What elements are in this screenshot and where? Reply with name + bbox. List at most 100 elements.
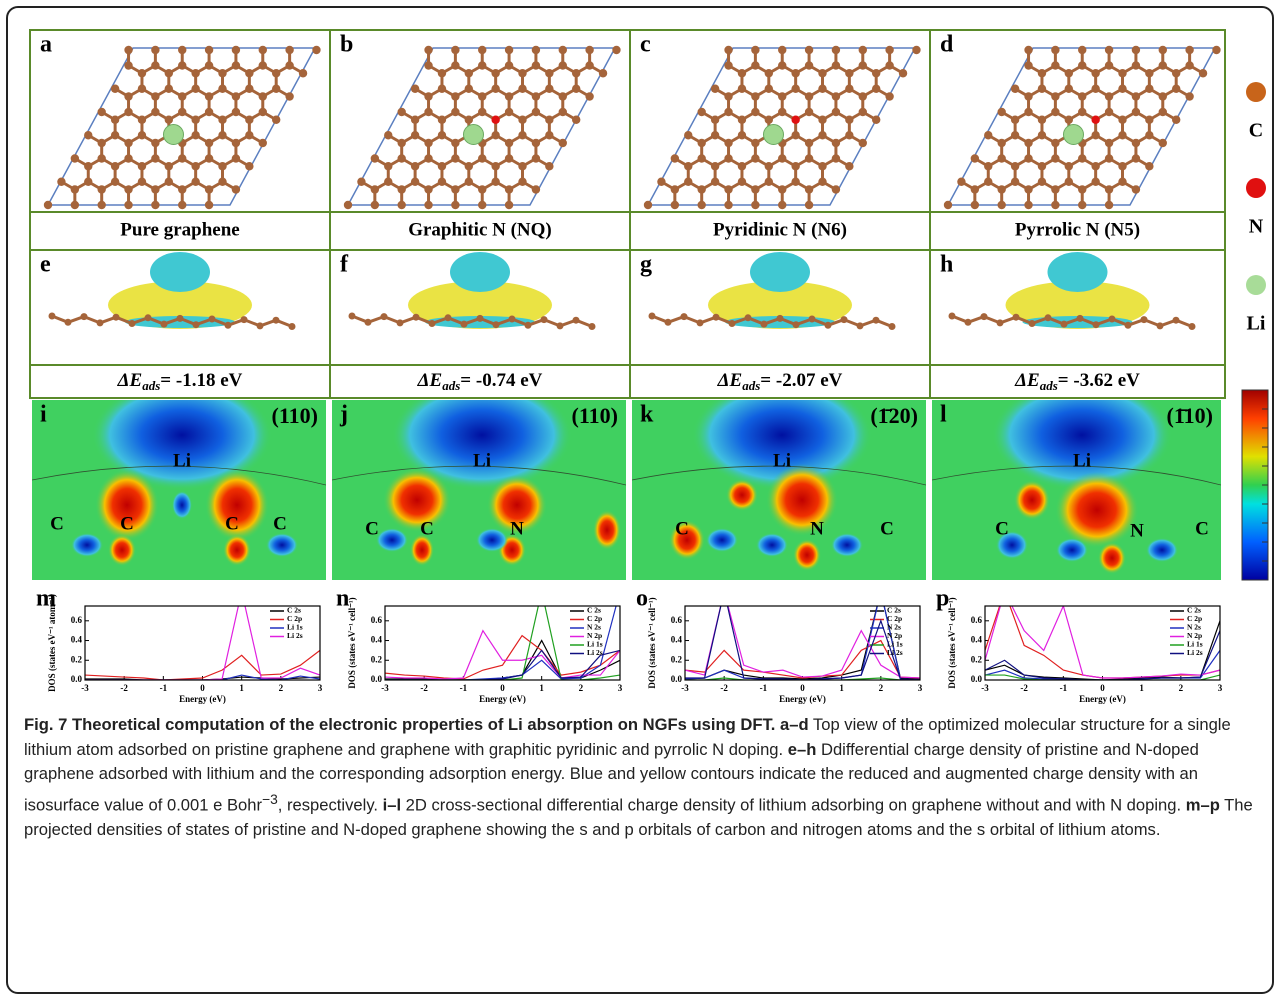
atom: [518, 178, 526, 186]
atom: [113, 314, 120, 321]
x-tick-label: -3: [81, 683, 89, 693]
atom: [671, 154, 679, 162]
plot-frame: [85, 606, 320, 680]
legend-label: Li: [1247, 313, 1266, 335]
atom: [193, 321, 200, 328]
atom: [1212, 46, 1220, 54]
atom: [384, 131, 392, 139]
atom: [478, 154, 486, 162]
x-axis-label: Energy (eV): [179, 694, 226, 704]
atom: [559, 46, 567, 54]
x-tick-label: -2: [420, 683, 428, 693]
caption-title: Fig. 7 Theoretical computation of the el…: [24, 715, 775, 734]
atom: [765, 69, 773, 77]
atom: [97, 139, 105, 147]
contour-blob: [766, 464, 838, 536]
atom: [505, 108, 513, 116]
atom: [124, 139, 132, 147]
caption: Fig. 7 Theoretical computation of the el…: [24, 713, 1264, 842]
atom: [424, 92, 432, 100]
li-atom: [764, 125, 784, 145]
x-tick-label: -3: [681, 683, 689, 693]
atom: [1065, 85, 1073, 93]
atom: [371, 185, 379, 193]
atom: [845, 131, 853, 139]
atom: [438, 162, 446, 170]
atom: [599, 69, 607, 77]
atom-label: C: [50, 513, 64, 534]
atom: [711, 116, 719, 124]
y-tick-label: 0.2: [71, 654, 83, 664]
dos-line: [385, 631, 620, 679]
atom: [84, 131, 92, 139]
panel-border: [630, 30, 930, 212]
atom: [384, 178, 392, 186]
atom: [711, 85, 719, 93]
atom: [1061, 321, 1068, 328]
atom: [1141, 316, 1148, 323]
atom: [745, 314, 752, 321]
atom: [1172, 85, 1180, 93]
x-tick-label: 3: [918, 683, 923, 693]
atom: [491, 131, 499, 139]
atom: [491, 116, 499, 124]
atom: [1091, 178, 1099, 186]
atom-label: C: [995, 518, 1009, 539]
dos-line: [985, 621, 1220, 680]
lattice: [44, 46, 321, 209]
atom: [1091, 116, 1099, 124]
atom: [765, 116, 773, 124]
atom: [644, 201, 652, 209]
atom: [805, 154, 813, 162]
atom: [1051, 139, 1059, 147]
atom: [1038, 69, 1046, 77]
atom: [178, 185, 186, 193]
atom: [509, 316, 516, 323]
atom: [438, 69, 446, 77]
atom: [397, 319, 404, 326]
atom: [1038, 116, 1046, 124]
atom: [411, 131, 419, 139]
contour-blob: [1055, 472, 1139, 548]
li-atom: [1064, 125, 1084, 145]
atom: [285, 61, 293, 69]
atom: [424, 61, 432, 69]
atom: [1024, 139, 1032, 147]
atom: [984, 162, 992, 170]
panel-letter: h: [940, 252, 953, 278]
atom: [451, 201, 459, 209]
atom: [245, 69, 253, 77]
dos-line: [685, 591, 920, 679]
legend-atom: [1246, 275, 1266, 295]
contour-blob: [593, 510, 621, 550]
li-atom: [164, 125, 184, 145]
atom-label: C: [365, 518, 379, 539]
atom: [1118, 69, 1126, 77]
structure-label: Pure graphene: [120, 219, 239, 240]
page: aPure graphenebGraphitic N (NQ)cPyridini…: [0, 0, 1284, 1004]
atom: [257, 322, 264, 329]
atom: [1145, 131, 1153, 139]
contour-blob: [756, 533, 788, 557]
atom: [532, 139, 540, 147]
contour-blob: [108, 534, 136, 566]
atom: [165, 69, 173, 77]
atom-label: Li: [773, 450, 791, 471]
atom: [1132, 61, 1140, 69]
atom: [493, 321, 500, 328]
atom: [1078, 92, 1086, 100]
atom: [859, 61, 867, 69]
energy-symbol: ΔE: [717, 370, 743, 391]
atom: [738, 162, 746, 170]
atom: [791, 162, 799, 170]
atom: [1185, 61, 1193, 69]
atom: [357, 178, 365, 186]
x-tick-label: -2: [1020, 683, 1028, 693]
atom-label: C: [1195, 518, 1209, 539]
dos-line: [685, 591, 920, 680]
contour-blob: [476, 528, 508, 552]
atom: [478, 92, 486, 100]
atom: [411, 85, 419, 93]
atom: [778, 61, 786, 69]
atom: [344, 201, 352, 209]
